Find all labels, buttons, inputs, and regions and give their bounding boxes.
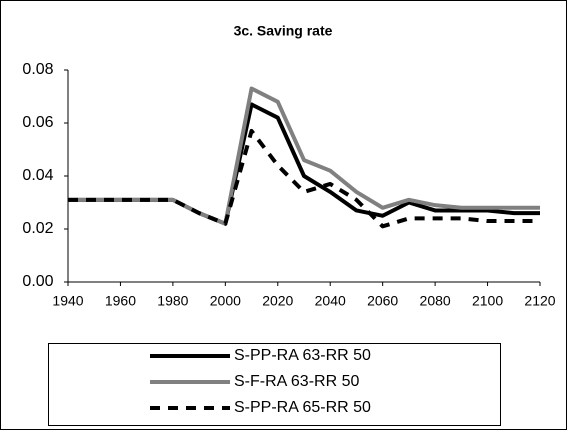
x-tick-label: 2120	[524, 293, 555, 309]
x-tick-label: 2040	[315, 293, 346, 309]
y-tick-label: 0.00	[22, 273, 53, 290]
legend-label: S-F-RA 63-RR 50	[234, 373, 359, 390]
x-tick-label: 2060	[367, 293, 398, 309]
x-tick-label: 2000	[210, 293, 241, 309]
x-tick-label: 2100	[472, 293, 503, 309]
y-tick-label: 0.02	[22, 220, 53, 237]
series-line	[68, 128, 540, 229]
x-tick-label: 1960	[105, 293, 136, 309]
y-tick-label: 0.06	[22, 114, 53, 131]
y-tick-label: 0.08	[22, 61, 53, 78]
legend-label: S-PP-RA 63-RR 50	[234, 347, 371, 364]
x-tick-label: 2020	[262, 293, 293, 309]
x-tick-label: 1980	[157, 293, 188, 309]
y-tick-label: 0.04	[22, 167, 53, 184]
chart-title: 3c. Saving rate	[234, 23, 333, 39]
legend-box	[48, 343, 501, 426]
x-tick-label: 2080	[420, 293, 451, 309]
x-tick-label: 1940	[52, 293, 83, 309]
legend-label: S-PP-RA 65-RR 50	[234, 399, 371, 416]
